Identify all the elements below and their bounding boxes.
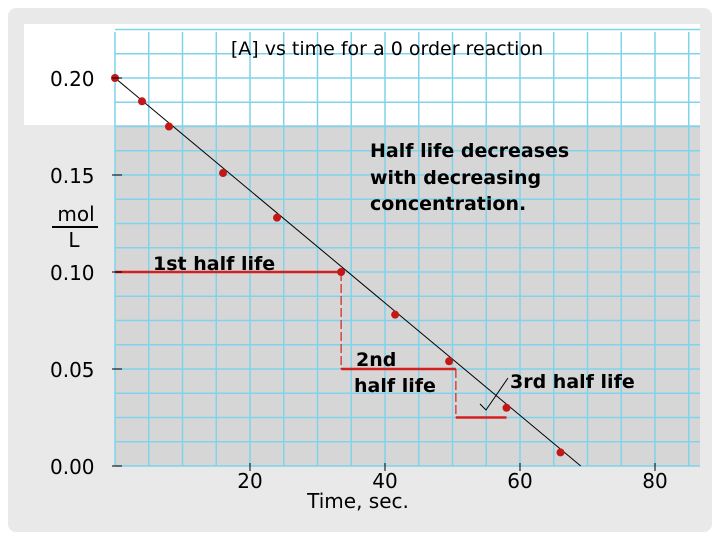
data-point [219, 169, 227, 178]
chart-title: [A] vs time for a 0 order reaction [231, 38, 543, 60]
y-tick-label: 0.10 [50, 261, 95, 285]
main-note-line-1: Half life decreases [370, 140, 569, 162]
x-tick-label: 40 [372, 469, 397, 493]
x-tick-label: 20 [237, 469, 262, 493]
data-point [391, 310, 400, 319]
y-tick-labels: 0.00 0.05 0.10 0.15 0.20 [50, 67, 122, 479]
y-axis-unit-numerator: mol [57, 202, 94, 226]
x-tick-label: 80 [642, 469, 667, 493]
grid [114, 28, 700, 467]
data-point [445, 357, 454, 366]
data-point [337, 268, 346, 276]
x-axis-label: Time, sec. [306, 489, 409, 513]
data-point [502, 403, 511, 412]
data-point [556, 448, 565, 457]
y-tick-label: 0.15 [50, 164, 95, 188]
data-point [273, 213, 281, 222]
half-life-markers [115, 270, 507, 419]
y-tick-label: 0.00 [50, 455, 95, 479]
first-half-life-label: 1st half life [153, 253, 275, 275]
y-axis-unit-denominator: L [68, 228, 80, 252]
main-note-line-3: concentration. [370, 193, 526, 215]
data-points [111, 74, 565, 457]
second-half-life-label-line-1: 2nd [356, 349, 396, 371]
data-point [138, 97, 146, 106]
main-note-line-2: with decreasing [370, 167, 541, 189]
third-half-life-pointer [479, 377, 509, 411]
trend-line [114, 77, 582, 467]
data-point [165, 122, 173, 131]
x-tick-labels: 20 40 60 80 [237, 463, 668, 493]
second-half-life-label-line-2: half life [354, 375, 436, 397]
x-tick-label: 60 [507, 469, 532, 493]
y-tick-label: 0.05 [50, 358, 95, 382]
third-half-life-label: 3rd half life [510, 371, 635, 393]
y-tick-label: 0.20 [50, 67, 95, 91]
